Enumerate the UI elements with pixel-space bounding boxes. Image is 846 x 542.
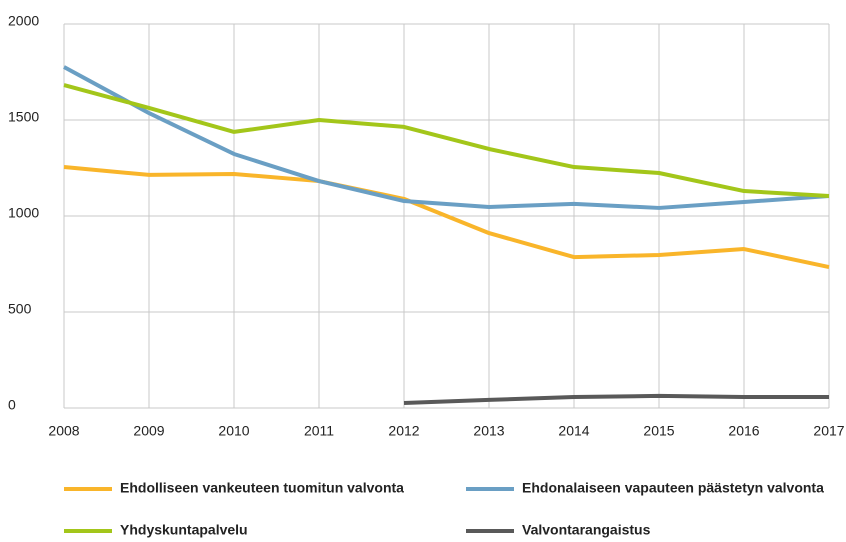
x-tick-label: 2015: [643, 423, 674, 439]
x-tick-label: 2016: [728, 423, 759, 439]
series-line: [63, 83, 830, 199]
series-line: [403, 393, 829, 406]
x-tick-label: 2014: [558, 423, 589, 439]
x-tick-label: 2013: [473, 423, 504, 439]
x-tick-label: 2011: [304, 423, 334, 439]
legend-label: Ehdolliseen vankeuteen tuomitun valvonta: [120, 480, 404, 496]
legend-label: Valvontarangaistus: [522, 522, 651, 538]
x-tick-label: 2009: [133, 423, 164, 439]
legend-label: Ehdonalaiseen vapauteen päästetyn valvon…: [522, 480, 824, 496]
y-tick-label: 2000: [8, 13, 39, 29]
x-tick-label: 2010: [218, 423, 249, 439]
x-tick-label: 2008: [48, 423, 79, 439]
y-tick-label: 500: [8, 301, 32, 317]
y-tick-label: 0: [8, 397, 16, 413]
legend-label: Yhdyskuntapalvelu: [120, 522, 248, 538]
series-line: [63, 165, 830, 270]
y-tick-label: 1000: [8, 205, 39, 221]
x-tick-label: 2017: [813, 423, 844, 439]
x-tick-label: 2012: [388, 423, 419, 439]
y-tick-label: 1500: [8, 109, 39, 125]
series-line: [63, 65, 830, 210]
